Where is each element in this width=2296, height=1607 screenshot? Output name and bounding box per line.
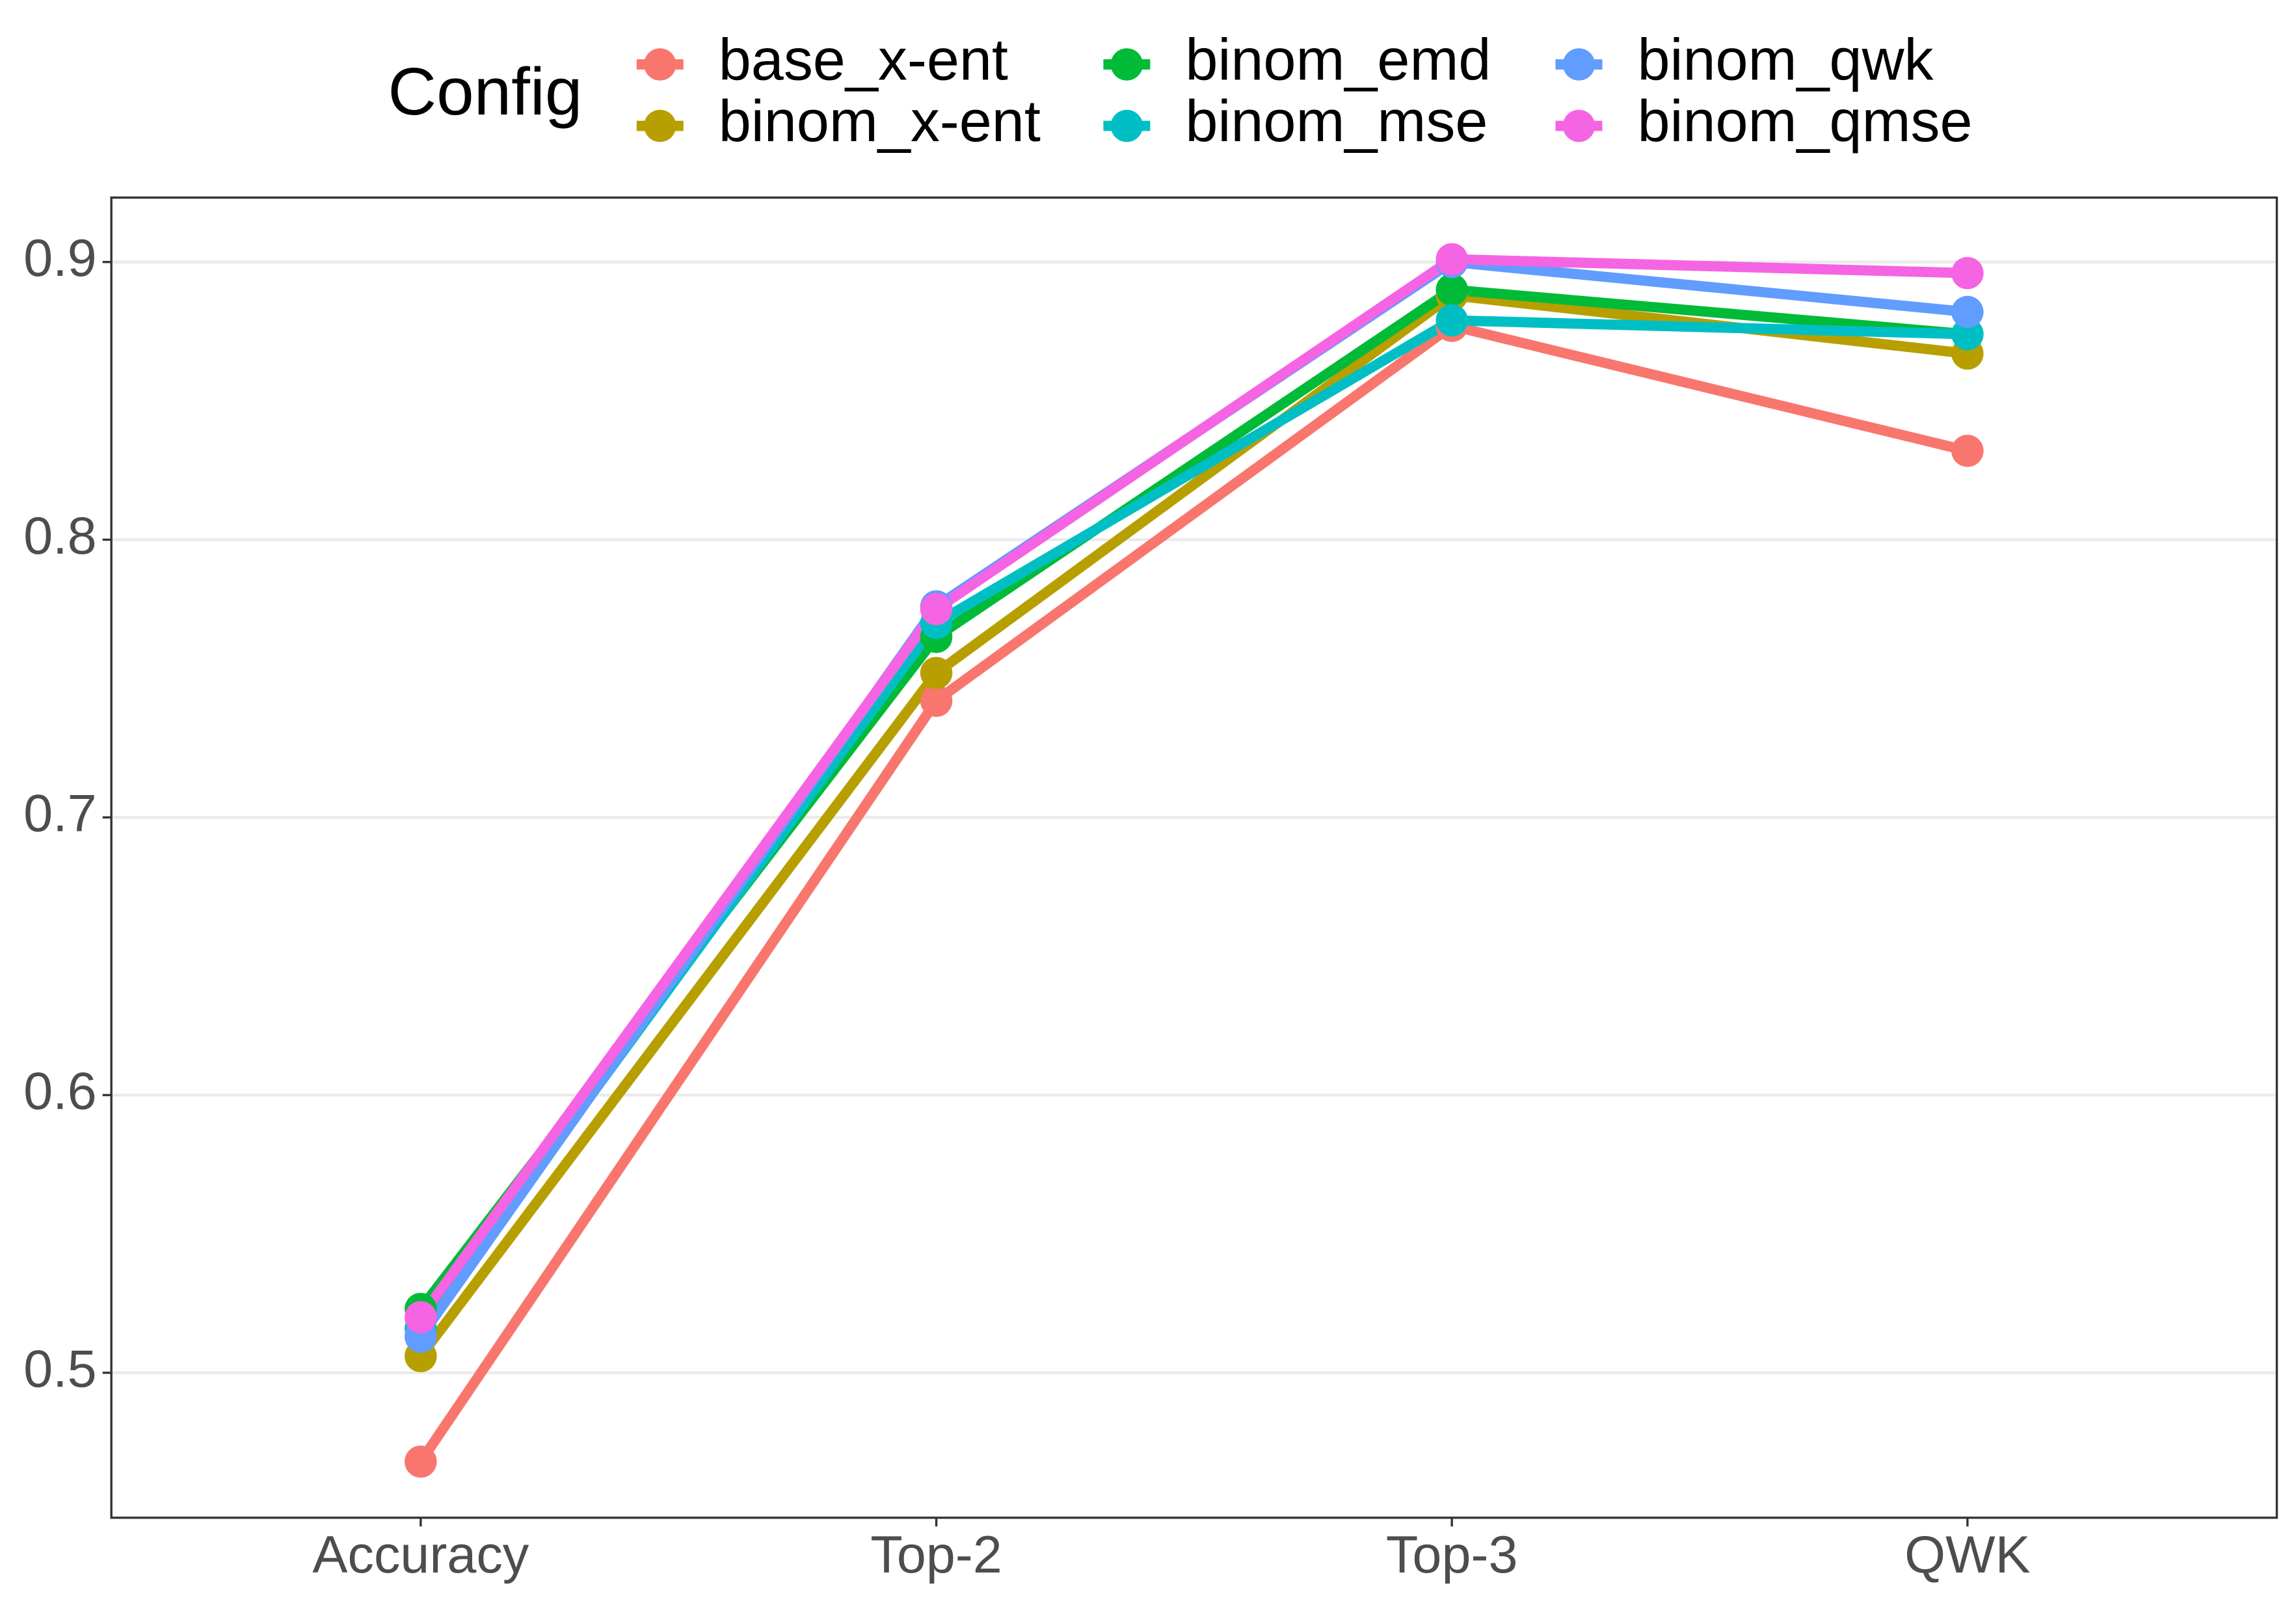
legend-label: binom_emd: [1185, 28, 1491, 93]
point: [920, 684, 953, 717]
y-tick-label: 0.6: [23, 1062, 97, 1121]
legend-key: [644, 48, 676, 81]
plot-border: [110, 196, 2278, 1519]
point: [920, 656, 953, 690]
y-tick-label: 0.9: [23, 229, 97, 288]
y-tick-label: 0.5: [23, 1340, 97, 1398]
legend-key: [1110, 109, 1143, 142]
legend-key: [1562, 48, 1595, 81]
x-tick-label: Top-3: [1386, 1526, 1518, 1584]
legend-label: binom_qmse: [1637, 89, 1972, 154]
y-tick-label: 0.8: [23, 507, 97, 565]
x-tick-label: Accuracy: [312, 1526, 529, 1584]
point: [1951, 317, 1984, 351]
legend-label: base_x-ent: [719, 28, 1008, 93]
point: [1435, 273, 1468, 306]
y-tick-label: 0.7: [23, 785, 97, 843]
legend-key: [1562, 109, 1595, 142]
point: [1435, 304, 1468, 337]
legend-title: Config: [388, 53, 582, 129]
legend-label: binom_mse: [1185, 89, 1488, 154]
x-tick-label: QWK: [1904, 1526, 2030, 1584]
point: [1435, 243, 1468, 276]
point: [920, 593, 953, 625]
series-line: [416, 254, 1968, 1321]
legend-key: [644, 109, 676, 142]
point: [405, 1445, 437, 1478]
series-line: [416, 320, 1969, 1465]
point: [1951, 257, 1984, 290]
point: [405, 1301, 437, 1334]
legend-label: binom_qwk: [1637, 28, 1934, 93]
point: [1951, 295, 1984, 329]
point: [1951, 435, 1984, 467]
x-tick-label: Top-2: [870, 1526, 1002, 1584]
legend-key: [1110, 48, 1143, 81]
legend-label: binom_x-ent: [719, 89, 1041, 154]
